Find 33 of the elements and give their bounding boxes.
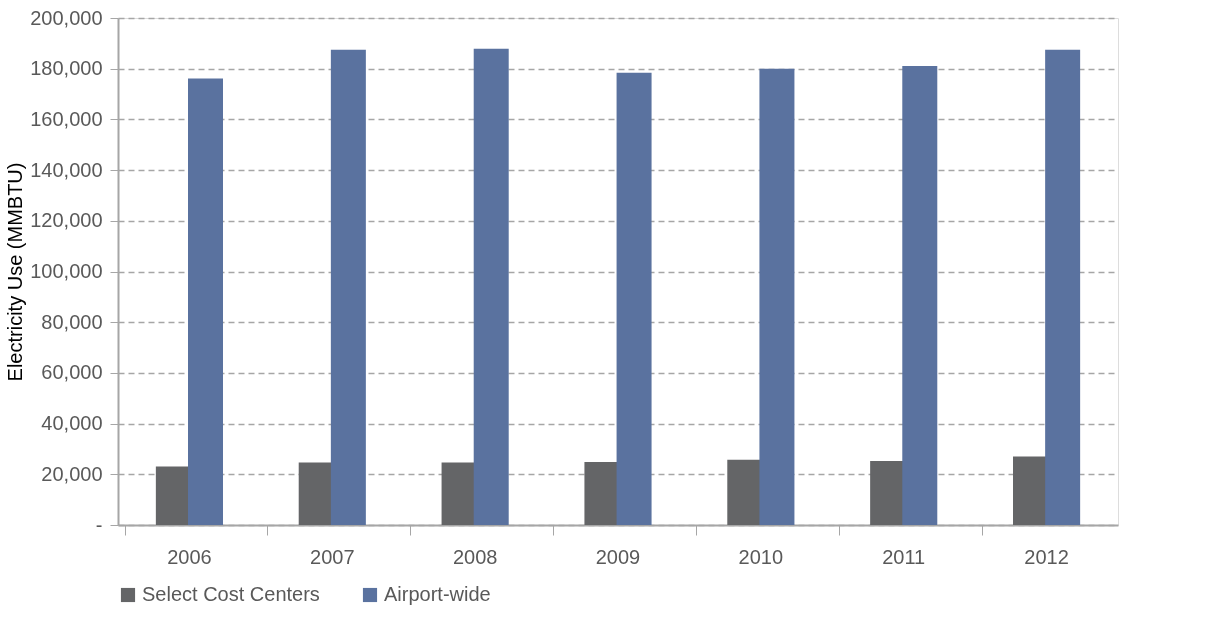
y-tick-label: - [95,513,103,536]
bar [155,466,191,525]
bar [902,65,938,525]
bar [441,462,477,525]
x-tick-label: 2010 [738,545,784,568]
y-tick-label: 40,000 [41,412,103,435]
x-tick-label: 2008 [452,545,498,568]
y-tick-label: 20,000 [41,462,103,485]
y-axis-title: Electricity Use (MMBTU) [4,162,27,382]
y-tick-label: 140,000 [30,158,103,181]
y-tick-label: 60,000 [41,361,103,384]
legend-label: Airport-wide [384,583,491,605]
x-tick-label: 2006 [167,545,212,568]
x-tick-label: 2011 [882,545,926,568]
bar [298,462,334,525]
x-tick-label: 2007 [310,545,355,568]
bar [1045,49,1081,525]
bar [473,48,509,525]
y-tick-label: 80,000 [41,310,103,333]
bar [188,78,223,525]
legend-label: Select Cost Centers [142,583,320,605]
x-tick-label: 2012 [1024,545,1069,568]
y-tick-label: 120,000 [30,209,103,232]
bar [330,49,366,525]
x-tick-label: 2009 [595,545,641,568]
y-tick-label: 100,000 [30,260,103,282]
bar [616,72,652,525]
y-tick-label: 160,000 [30,107,103,130]
y-tick-label: 180,000 [30,57,103,80]
bar [584,461,620,525]
bar [1013,456,1048,525]
y-tick-label: 200,000 [30,6,103,29]
bar [759,68,795,525]
